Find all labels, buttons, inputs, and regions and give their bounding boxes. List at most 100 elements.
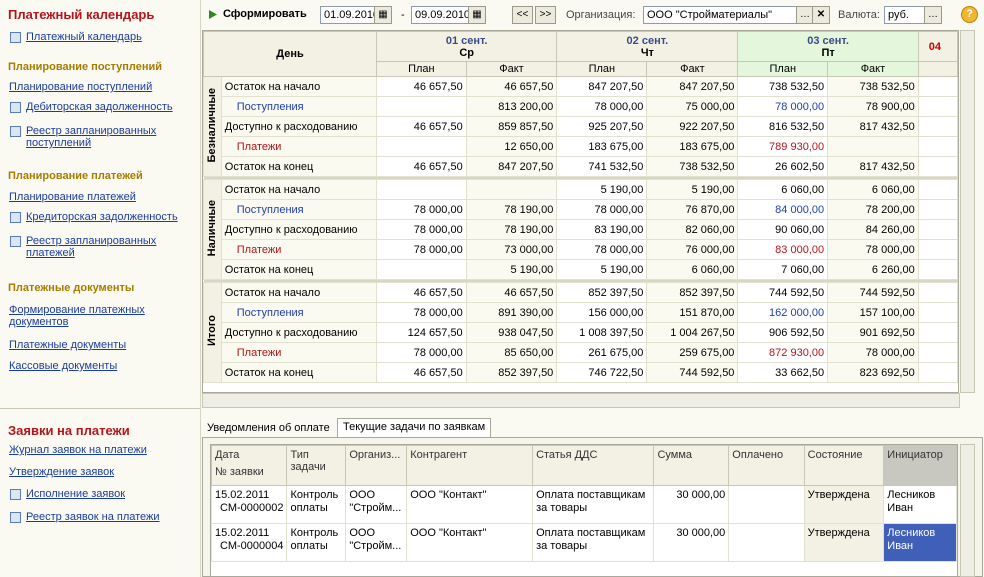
date: 03 сент.: [738, 35, 917, 47]
row-label: Остаток на конец: [221, 157, 376, 177]
value-cell: [918, 137, 957, 157]
row: Платежи12 650,00183 675,00183 675,00789 …: [204, 137, 958, 157]
tasks-table: Дата№ заявкиТип задачиОрганиз...Контраге…: [210, 444, 958, 577]
date-cell: 15.02.2011СМ-0000004: [212, 524, 287, 562]
h-scrollbar[interactable]: [202, 393, 960, 408]
row: Платежи78 000,0073 000,0078 000,0076 000…: [204, 240, 958, 260]
column-title: Статья ДДС: [536, 449, 650, 461]
value-cell: 925 207,50: [557, 117, 647, 137]
value-cell: 124 657,50: [377, 323, 467, 343]
generate-button[interactable]: Сформировать: [223, 8, 307, 20]
column-header: Сумма: [654, 446, 729, 486]
row: Остаток на конец46 657,50852 397,50746 7…: [204, 363, 958, 383]
value-cell: 6 260,00: [828, 260, 919, 280]
value-cell: 78 200,00: [828, 200, 919, 220]
value-cell: 817 432,50: [828, 157, 919, 177]
help-button[interactable]: ?: [961, 6, 978, 23]
value-cell: [466, 180, 557, 200]
value-cell: 78 000,00: [377, 240, 467, 260]
value-cell: 84 000,00: [738, 200, 828, 220]
column-header: Инициатор: [884, 446, 957, 486]
value-cell: 744 592,50: [738, 283, 828, 303]
value-cell: 6 060,00: [738, 180, 828, 200]
value-cell: 938 047,50: [466, 323, 557, 343]
row: Поступления78 000,0078 190,0078 000,0076…: [204, 200, 958, 220]
value-cell: [918, 220, 957, 240]
value-cell: 90 060,00: [738, 220, 828, 240]
prev-button[interactable]: <<: [512, 6, 533, 24]
link[interactable]: Платежные документы: [9, 339, 126, 351]
link[interactable]: Планирование платежей: [9, 191, 136, 203]
row-label: Остаток на конец: [221, 260, 376, 280]
value-cell: [377, 137, 467, 157]
link[interactable]: Платежный календарь: [26, 31, 142, 43]
value-cell: 744 592,50: [828, 283, 919, 303]
value-cell: 847 207,50: [466, 157, 557, 177]
column-header: Организ...: [346, 446, 407, 486]
link[interactable]: Исполнение заявок: [26, 488, 125, 500]
value-cell: 82 060,00: [647, 220, 738, 240]
link[interactable]: Кредиторская задолженность: [26, 211, 178, 223]
value-cell: 75 000,00: [647, 97, 738, 117]
value-cell: 162 000,00: [738, 303, 828, 323]
next-button[interactable]: >>: [535, 6, 556, 24]
value-cell: 922 207,50: [647, 117, 738, 137]
value-cell: 46 657,50: [377, 283, 467, 303]
header-plan: План: [557, 62, 647, 77]
v-scrollbar[interactable]: [960, 444, 975, 577]
value-cell: 46 657,50: [377, 363, 467, 383]
v-scrollbar[interactable]: [960, 30, 975, 393]
task-cell: [729, 486, 804, 524]
link[interactable]: Дебиторская задолженность: [26, 101, 173, 113]
value-cell: 5 190,00: [647, 180, 738, 200]
column-header: Статья ДДС: [533, 446, 654, 486]
link[interactable]: Журнал заявок на платежи: [9, 444, 147, 456]
value-cell: 813 200,00: [466, 97, 557, 117]
clear-button[interactable]: ✕: [812, 6, 830, 24]
calendar-button[interactable]: ▦: [374, 6, 392, 24]
value-cell: 901 692,50: [828, 323, 919, 343]
group-label: Наличные: [204, 180, 222, 280]
value-cell: 872 930,00: [738, 343, 828, 363]
link[interactable]: Формирование платежных документов: [9, 304, 169, 328]
icon: [10, 489, 21, 500]
org-input[interactable]: ООО "Стройматериалы": [643, 6, 813, 24]
value-cell: [918, 303, 957, 323]
group-label: Итого: [204, 283, 222, 383]
row-label: Поступления: [221, 200, 376, 220]
link[interactable]: Кассовые документы: [9, 360, 117, 372]
row-label: Доступно к расходованию: [221, 117, 376, 137]
weekday: Ср: [377, 47, 556, 59]
currency-label: Валюта:: [838, 9, 880, 21]
value-cell: 261 675,00: [557, 343, 647, 363]
select-button[interactable]: …: [924, 6, 942, 24]
tab-active[interactable]: Текущие задачи по заявкам: [337, 418, 491, 438]
header-plan: План: [738, 62, 828, 77]
tab[interactable]: Уведомления об оплате: [202, 420, 335, 438]
value-cell: 78 000,00: [377, 220, 467, 240]
calendar-button[interactable]: ▦: [468, 6, 486, 24]
row: Поступления78 000,00891 390,00156 000,00…: [204, 303, 958, 323]
link[interactable]: Реестр заявок на платежи: [26, 511, 160, 523]
weekday: Пт: [738, 47, 917, 59]
value-cell: [918, 343, 957, 363]
group-label: Безналичные: [204, 77, 222, 177]
value-cell: 1 008 397,50: [557, 323, 647, 343]
value-cell: 78 190,00: [466, 200, 557, 220]
date-cell: 15.02.2011СМ-0000002: [212, 486, 287, 524]
value-cell: 78 000,00: [377, 343, 467, 363]
org-label: Организация:: [566, 9, 635, 21]
value-cell: [918, 200, 957, 220]
column-header: Дата№ заявки: [212, 446, 287, 486]
value-cell: 26 602,50: [738, 157, 828, 177]
link[interactable]: Реестр запланированных платежей: [26, 235, 176, 259]
column-header: Оплачено: [729, 446, 804, 486]
header-row: День01 сент.Ср02 сент.Чт03 сент.Пт04: [204, 32, 958, 62]
row: Доступно к расходованию46 657,50859 857,…: [204, 117, 958, 137]
row-label: Остаток на начало: [221, 283, 376, 303]
value-cell: [918, 77, 957, 97]
link[interactable]: Утверждение заявок: [9, 466, 114, 478]
link[interactable]: Реестр запланированных поступлений: [26, 125, 176, 149]
currency-input[interactable]: руб.: [884, 6, 926, 24]
link[interactable]: Планирование поступлений: [9, 81, 152, 93]
